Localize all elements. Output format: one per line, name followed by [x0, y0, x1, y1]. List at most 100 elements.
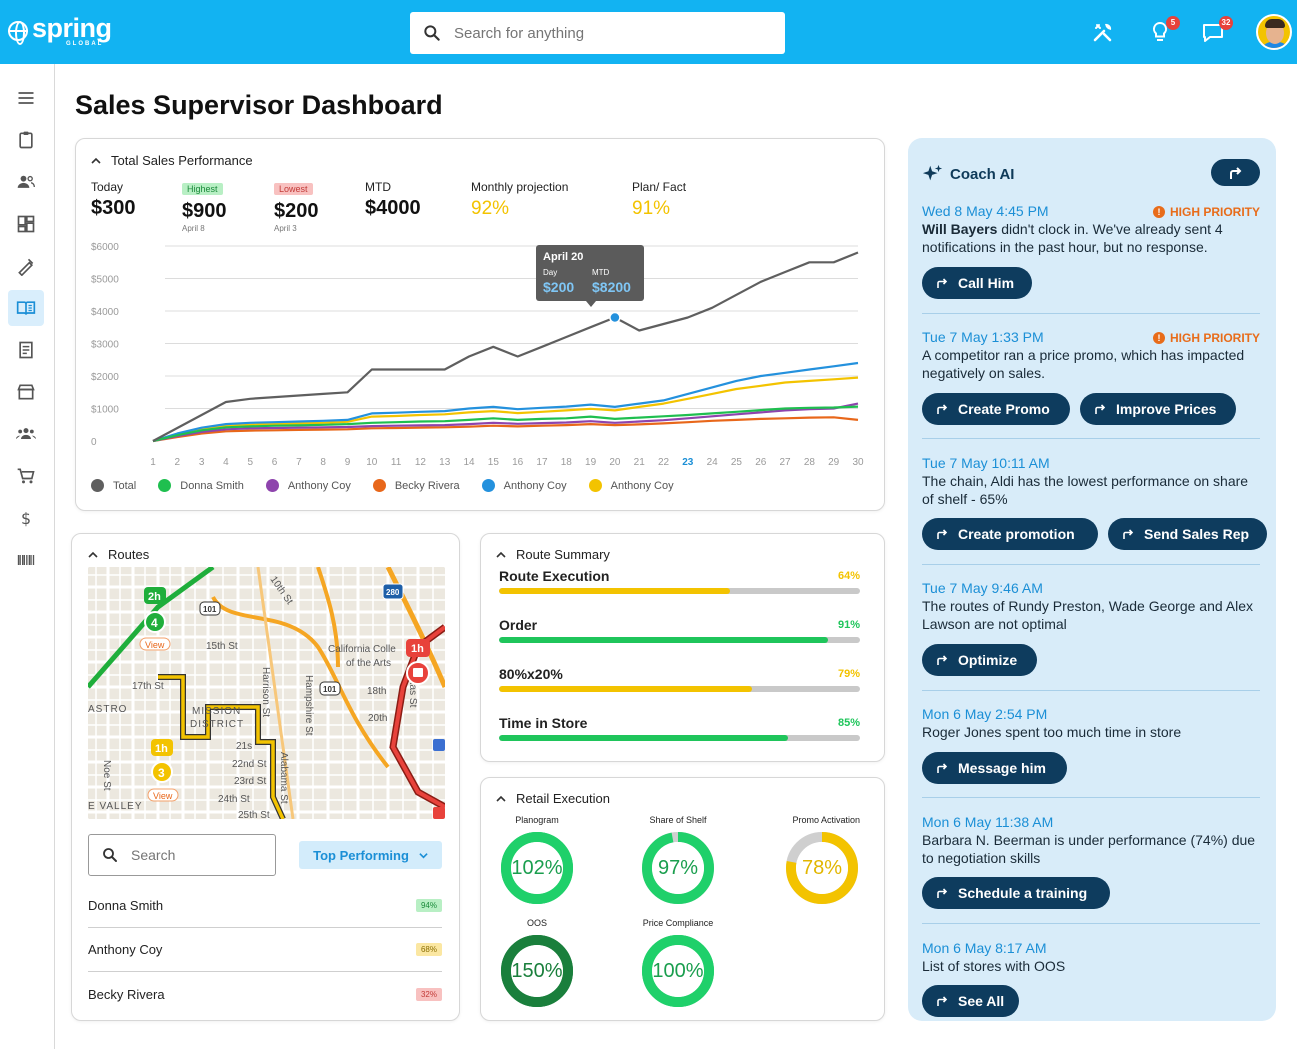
store-icon[interactable] [8, 374, 44, 410]
alert-message: The chain, Aldi has the lowest performan… [922, 472, 1262, 508]
search-input[interactable] [454, 24, 754, 42]
coach-action-button[interactable]: Call Him [922, 267, 1032, 299]
legend-swatch [91, 479, 104, 492]
x-tick-label: 17 [536, 457, 548, 468]
coach-action-label: Improve Prices [1116, 401, 1217, 417]
notification-bulb-icon[interactable]: 5 [1148, 16, 1180, 46]
share-arrow-icon [937, 655, 948, 665]
x-tick-label: 9 [345, 457, 351, 468]
receipt-icon[interactable] [8, 332, 44, 368]
donut-chart[interactable]: 100% [640, 933, 716, 1009]
summary-bar-percent: 91% [837, 619, 860, 631]
dollar-icon[interactable]: $ [8, 500, 44, 536]
legend-item[interactable]: Anthony Coy [481, 479, 567, 492]
stat-highest-date: April 8 [182, 224, 205, 233]
chart-legend: Total Donna Smith Anthony Coy Becky Rivera A… [91, 479, 696, 492]
x-tick-label: 11 [391, 457, 402, 468]
legend-item[interactable]: Anthony Coy [265, 479, 351, 492]
barcode-icon[interactable] [8, 542, 44, 578]
donut-chart[interactable]: 97% [640, 830, 716, 906]
rep-percent-badge: 68% [415, 943, 442, 956]
route-search-field[interactable] [88, 834, 276, 876]
coach-action-label: See All [958, 993, 1005, 1009]
stat-projection: Monthly projection 92% [471, 180, 568, 220]
routes-map[interactable]: 15th St 17th St MISSION DISTRICT 21s 22n… [88, 567, 445, 819]
legend-swatch [372, 479, 386, 492]
share-arrow-icon [937, 888, 948, 898]
top-performing-dropdown[interactable]: Top Performing [299, 841, 442, 869]
legend-item[interactable]: Becky Rivera [372, 479, 460, 492]
coach-action-button[interactable]: Create promotion [922, 518, 1098, 550]
alert-date: Mon 6 May 8:17 AM [922, 940, 1047, 956]
dashboard-icon[interactable] [8, 206, 44, 242]
svg-text:1h: 1h [155, 743, 168, 755]
legend-item[interactable]: Donna Smith [158, 479, 244, 492]
stat-projection-value: 92% [471, 198, 510, 219]
stat-projection-label: Monthly projection [471, 180, 569, 194]
pen-icon[interactable] [8, 248, 44, 284]
high-priority-badge: ! HIGH PRIORITY [1152, 205, 1260, 219]
rep-row[interactable]: Anthony Coy 68% [88, 928, 442, 972]
coach-share-button[interactable] [1211, 159, 1260, 186]
clipboard-icon[interactable] [8, 122, 44, 158]
sales-card-header[interactable]: Total Sales Performance [91, 153, 253, 168]
tooltip-mtd-value: $8200 [592, 279, 631, 295]
coach-action-button[interactable]: Optimize [922, 644, 1037, 676]
donut-value: 102% [511, 856, 563, 879]
coach-action-button[interactable]: Schedule a training [922, 877, 1110, 909]
spring-logo[interactable]: spring GLOBAL [8, 14, 112, 47]
alert-message: Will Bayers didn't clock in. We've alrea… [922, 220, 1262, 256]
donut-chart[interactable]: 78% [784, 830, 860, 906]
donut-value: 100% [652, 959, 704, 982]
sidebar: $ [0, 64, 55, 1049]
alert-text: A competitor ran a price promo, which ha… [922, 347, 1245, 381]
donut-chart[interactable]: 102% [499, 830, 575, 906]
rep-row[interactable]: Becky Rivera 32% [88, 972, 442, 1016]
team-icon[interactable] [8, 416, 44, 452]
coach-action-button[interactable]: See All [922, 985, 1019, 1017]
coach-action-button[interactable]: Send Sales Rep [1108, 518, 1267, 550]
x-tick-label: 26 [755, 457, 767, 468]
x-tick-label: 18 [561, 457, 573, 468]
share-arrow-icon [1229, 166, 1241, 179]
legend-item[interactable]: Total [91, 479, 136, 492]
legend-item[interactable]: Anthony Coy [588, 479, 674, 492]
alert-message: List of stores with OOS [922, 957, 1262, 975]
x-tick-label: 14 [463, 457, 475, 468]
map-canvas[interactable]: 15th St 17th St MISSION DISTRICT 21s 22n… [88, 567, 445, 819]
legend-swatch [588, 479, 602, 492]
menu-icon[interactable] [8, 80, 44, 116]
rep-row[interactable]: Donna Smith 94% [88, 884, 442, 928]
stat-plan-value: 91% [632, 198, 671, 219]
summary-bar-row: Route Execution 64% [499, 568, 860, 594]
donut-hole [652, 842, 704, 894]
priority-label: HIGH PRIORITY [1169, 331, 1260, 345]
tools-icon[interactable] [1091, 20, 1117, 46]
retail-execution-header[interactable]: Retail Execution [496, 791, 610, 806]
route-summary-card [480, 533, 885, 762]
book-icon[interactable] [8, 290, 44, 326]
global-search[interactable] [410, 12, 785, 54]
y-tick-label: $5000 [91, 275, 119, 286]
messages-icon[interactable]: 32 [1201, 16, 1233, 46]
summary-bar-label: Order [499, 617, 538, 633]
cart-icon[interactable] [8, 458, 44, 494]
coach-action-button[interactable]: Improve Prices [1080, 393, 1236, 425]
y-tick-label: $4000 [91, 307, 119, 318]
users-icon[interactable] [8, 164, 44, 200]
exclamation-icon: ! [1152, 332, 1165, 344]
stat-lowest-date: April 3 [274, 224, 297, 233]
routes-card-header[interactable]: Routes [88, 547, 149, 562]
user-avatar[interactable] [1256, 14, 1292, 50]
donut-value: 150% [511, 959, 563, 982]
route-search-input[interactable] [131, 847, 261, 863]
svg-text:25th St: 25th St [238, 810, 270, 819]
svg-text:18th: 18th [367, 686, 386, 697]
tooltip-pointer [586, 301, 596, 307]
coach-action-button[interactable]: Create Promo [922, 393, 1070, 425]
donut-chart[interactable]: 150% [499, 933, 575, 1009]
svg-text:of the Arts: of the Arts [346, 658, 391, 669]
coach-action-button[interactable]: Message him [922, 752, 1067, 784]
route-summary-header[interactable]: Route Summary [496, 547, 610, 562]
